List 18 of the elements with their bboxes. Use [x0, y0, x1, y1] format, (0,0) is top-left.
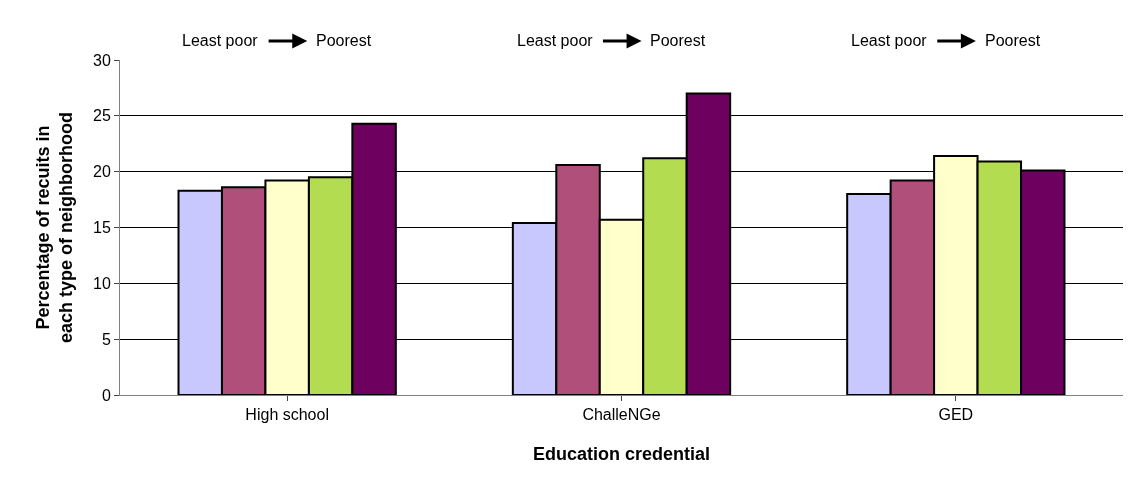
y-tick-label: 20 [93, 163, 111, 181]
y-tick-label: 25 [93, 107, 111, 125]
x-axis-title: Education credential [532, 444, 711, 465]
text: Least poor [182, 32, 259, 49]
y-tick-label: 15 [93, 219, 111, 237]
y-tick-label: 30 [93, 51, 111, 69]
text: Poorest [985, 32, 1041, 49]
text: Least poor [851, 32, 928, 49]
x-tick-label: GED [938, 406, 974, 424]
y-tick-label: 5 [101, 330, 111, 348]
y-tick-label: 0 [101, 386, 111, 404]
text: Poorest [650, 32, 706, 49]
x-tick-label: High school [245, 406, 329, 424]
text: Poorest [316, 32, 372, 49]
y-axis-title: Percentage of recuits in each type of neighborhood [32, 111, 77, 344]
y-tick-label: 10 [93, 274, 111, 292]
text: Least poor [517, 32, 594, 49]
x-tick-label: ChalleNGe [582, 406, 661, 424]
